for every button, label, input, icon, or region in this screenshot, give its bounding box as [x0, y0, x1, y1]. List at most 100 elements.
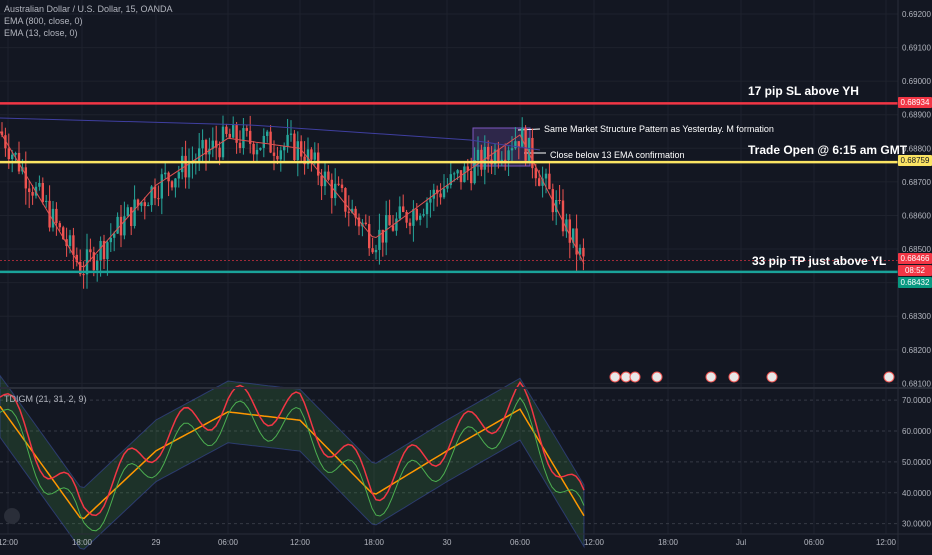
tradingview-logo-icon[interactable] [4, 508, 20, 524]
osc-signal-line [0, 396, 585, 532]
candle-body [79, 261, 82, 275]
candle-body [327, 171, 330, 180]
candle-body [439, 193, 442, 198]
candle-body [0, 131, 4, 136]
candle-body [429, 198, 432, 203]
entry-price-badge: 0.68759 [898, 155, 932, 166]
candle-body [381, 229, 384, 243]
sl-price-badge: 0.68934 [898, 97, 932, 108]
economic-event-icon [609, 371, 621, 383]
candle-body [211, 140, 214, 149]
candle-body [541, 178, 544, 186]
ema13-legend[interactable]: EMA (13, close, 0) [4, 28, 78, 38]
candle-body [296, 141, 299, 161]
candle-body [480, 149, 483, 170]
price-tick-label: 0.69100 [902, 44, 931, 53]
candle-body [174, 178, 177, 188]
time-tick-label: 12:00 [584, 538, 605, 547]
candle-body [340, 184, 344, 189]
candle-body [269, 131, 272, 153]
candle-body [126, 207, 129, 217]
candle-body [130, 207, 133, 227]
time-tick-label: Jul [736, 538, 746, 547]
candle-body [68, 235, 72, 246]
chart-title: Australian Dollar / U.S. Dollar, 15, OAN… [4, 4, 173, 14]
osc-tick-label: 60.0000 [902, 427, 931, 436]
time-tick-label: 06:00 [218, 538, 239, 547]
candle-body [106, 242, 109, 260]
candle-body [538, 178, 541, 186]
candle-body [75, 254, 78, 262]
event-icons[interactable] [609, 371, 895, 383]
ema800-legend[interactable]: EMA (800, close, 0) [4, 16, 83, 26]
price-tick-label: 0.68800 [902, 144, 931, 153]
ema-lines [0, 117, 585, 268]
price-tick-label: 0.69000 [902, 77, 931, 86]
price-tick-label: 0.68500 [902, 245, 931, 254]
candle-body [572, 228, 575, 243]
candle-body [123, 216, 126, 236]
candle-body [62, 227, 65, 240]
candle-body [432, 189, 435, 199]
time-tick-label: 06:00 [510, 538, 531, 547]
candle-body [208, 148, 211, 155]
candle-body [473, 160, 476, 184]
candle-body [235, 125, 238, 143]
candle-body [242, 128, 245, 148]
economic-event-icon [883, 371, 895, 383]
candle-body [470, 170, 473, 184]
economic-event-icon [651, 371, 663, 383]
price-tick-label: 0.68200 [902, 346, 931, 355]
candle-body [181, 155, 184, 173]
candle-body [7, 148, 10, 160]
candle-body [45, 200, 48, 202]
candle-body [374, 249, 378, 253]
candle-body [164, 172, 167, 175]
candle-body [136, 199, 140, 206]
candle-body [225, 126, 228, 134]
tp-annotation: 33 pip TP just above YL [752, 254, 887, 268]
candle-body [385, 215, 388, 243]
candle-body [561, 200, 565, 232]
candle-body [89, 249, 92, 253]
candle-body [228, 133, 231, 138]
economic-event-icon [728, 371, 740, 383]
candle-body [378, 229, 381, 250]
candle-body [436, 189, 439, 194]
candle-body [82, 274, 85, 276]
time-tick-label: 18:00 [72, 538, 93, 547]
oscillator-legend[interactable]: TDIGM (21, 31, 2, 9) [4, 394, 87, 404]
candle-body [364, 222, 367, 225]
candle-body [119, 216, 123, 236]
candle-body [412, 208, 415, 226]
osc-tick-label: 30.0000 [902, 520, 931, 529]
economic-event-icon [705, 371, 717, 383]
pattern-annotation: Same Market Structure Pattern as Yesterd… [544, 124, 774, 134]
price-tick-label: 0.68100 [902, 379, 931, 388]
candle-body [113, 233, 116, 238]
time-tick-label: 12:00 [290, 538, 311, 547]
candle-body [157, 198, 160, 200]
candle-body [449, 174, 452, 186]
candle-body [31, 192, 34, 196]
candle-body [140, 202, 143, 206]
candle-body [497, 149, 500, 163]
candle-body [184, 155, 187, 178]
candle-body [466, 166, 469, 171]
candle-body [476, 149, 480, 161]
candle-body [218, 147, 221, 158]
economic-event-icon [766, 371, 778, 383]
candle-body [259, 147, 262, 150]
candle-body [388, 215, 391, 226]
candle-body [313, 152, 316, 160]
tp-price-badge: 0.68432 [898, 277, 932, 288]
candle-body [578, 247, 582, 255]
candle-body [201, 140, 204, 149]
candle-body [504, 159, 507, 161]
candle-body [252, 143, 255, 155]
candle-body [487, 146, 490, 160]
candle-body [11, 154, 14, 160]
candle-body [568, 219, 571, 243]
